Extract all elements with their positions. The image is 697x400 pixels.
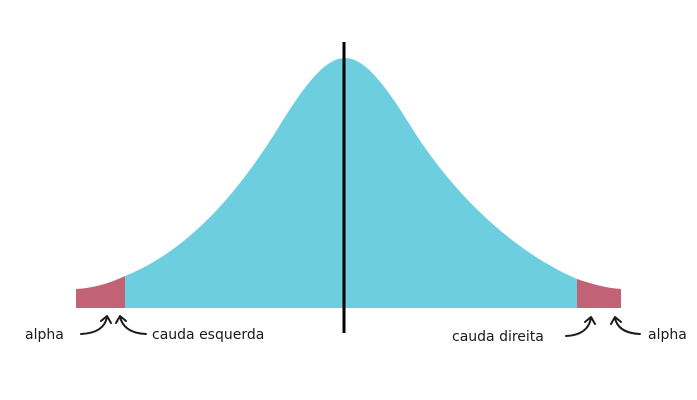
left-alpha-label: alpha	[25, 327, 64, 343]
left-tail-area	[76, 276, 125, 308]
bell-curve-area	[125, 58, 577, 308]
right-alpha-label: alpha	[648, 327, 687, 343]
right-tail-label: cauda direita	[452, 329, 544, 345]
curved-arrow-icon	[80, 315, 112, 335]
curved-arrow-icon	[610, 316, 641, 335]
right-tail-area	[577, 279, 621, 308]
left-tail-label: cauda esquerda	[152, 327, 264, 343]
curved-arrow-icon	[115, 315, 147, 335]
curved-arrow-icon	[565, 316, 596, 337]
